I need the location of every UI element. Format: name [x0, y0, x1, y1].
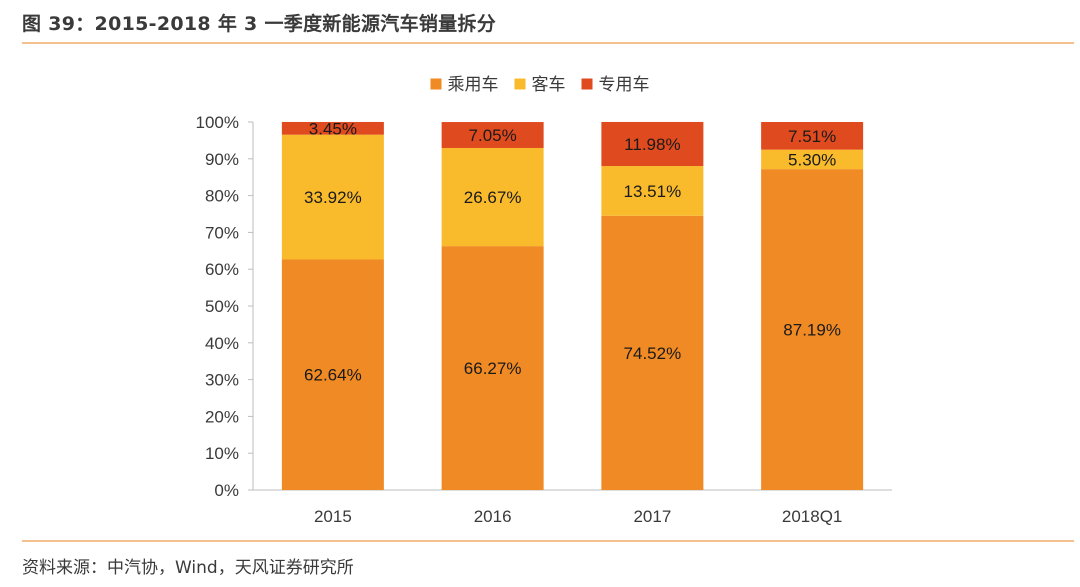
bar-segment [441, 122, 544, 148]
y-tick-label: 80% [205, 187, 239, 206]
y-tick-label: 30% [205, 371, 239, 390]
legend-label: 乘用车 [448, 75, 499, 94]
legend-label: 客车 [532, 75, 566, 94]
y-tick-label: 10% [205, 444, 239, 463]
footer-divider [22, 540, 1074, 542]
bar-segment [281, 134, 384, 260]
y-tick-label: 40% [205, 334, 239, 353]
legend-swatch [581, 78, 593, 90]
bar-segment [281, 259, 384, 490]
data-label: 13.51% [624, 182, 682, 201]
legend-label: 专用车 [599, 75, 650, 94]
data-label: 5.30% [788, 150, 836, 169]
bar-segment [761, 122, 864, 150]
bar-segment [761, 149, 864, 170]
bar-segment [601, 166, 704, 216]
data-label: 7.51% [788, 127, 836, 146]
bar-segment [601, 121, 704, 167]
y-tick-label: 60% [205, 260, 239, 279]
source-note: 资料来源：中汽协，Wind，天风证券研究所 [22, 558, 354, 578]
x-tick-label: 2018Q1 [782, 507, 843, 526]
y-tick-label: 20% [205, 407, 239, 426]
data-label: 33.92% [304, 188, 362, 207]
bar-segment [601, 215, 704, 490]
x-tick-label: 2017 [633, 507, 671, 526]
data-label: 3.45% [309, 119, 357, 138]
y-tick-label: 90% [205, 150, 239, 169]
x-tick-label: 2016 [474, 507, 512, 526]
data-label: 62.64% [304, 366, 362, 385]
bar-segment [441, 147, 544, 247]
y-tick-label: 50% [205, 297, 239, 316]
bar-segment [281, 121, 384, 135]
legend-swatch [514, 78, 526, 90]
data-label: 66.27% [464, 359, 522, 378]
y-tick-label: 100% [196, 113, 239, 132]
data-label: 11.98% [624, 135, 680, 154]
y-tick-label: 0% [214, 481, 239, 500]
chart-title: 图 39：2015-2018 年 3 一季度新能源汽车销量拆分 [22, 13, 497, 35]
data-label: 7.05% [469, 126, 517, 145]
bar-segment [761, 169, 864, 490]
legend-swatch [430, 78, 442, 90]
y-tick-label: 70% [205, 223, 239, 242]
data-label: 74.52% [624, 344, 682, 363]
x-tick-label: 2015 [314, 507, 352, 526]
bar-segment [441, 246, 544, 490]
title-divider [22, 42, 1074, 44]
data-label: 87.19% [783, 321, 841, 340]
data-label: 26.67% [464, 188, 522, 207]
